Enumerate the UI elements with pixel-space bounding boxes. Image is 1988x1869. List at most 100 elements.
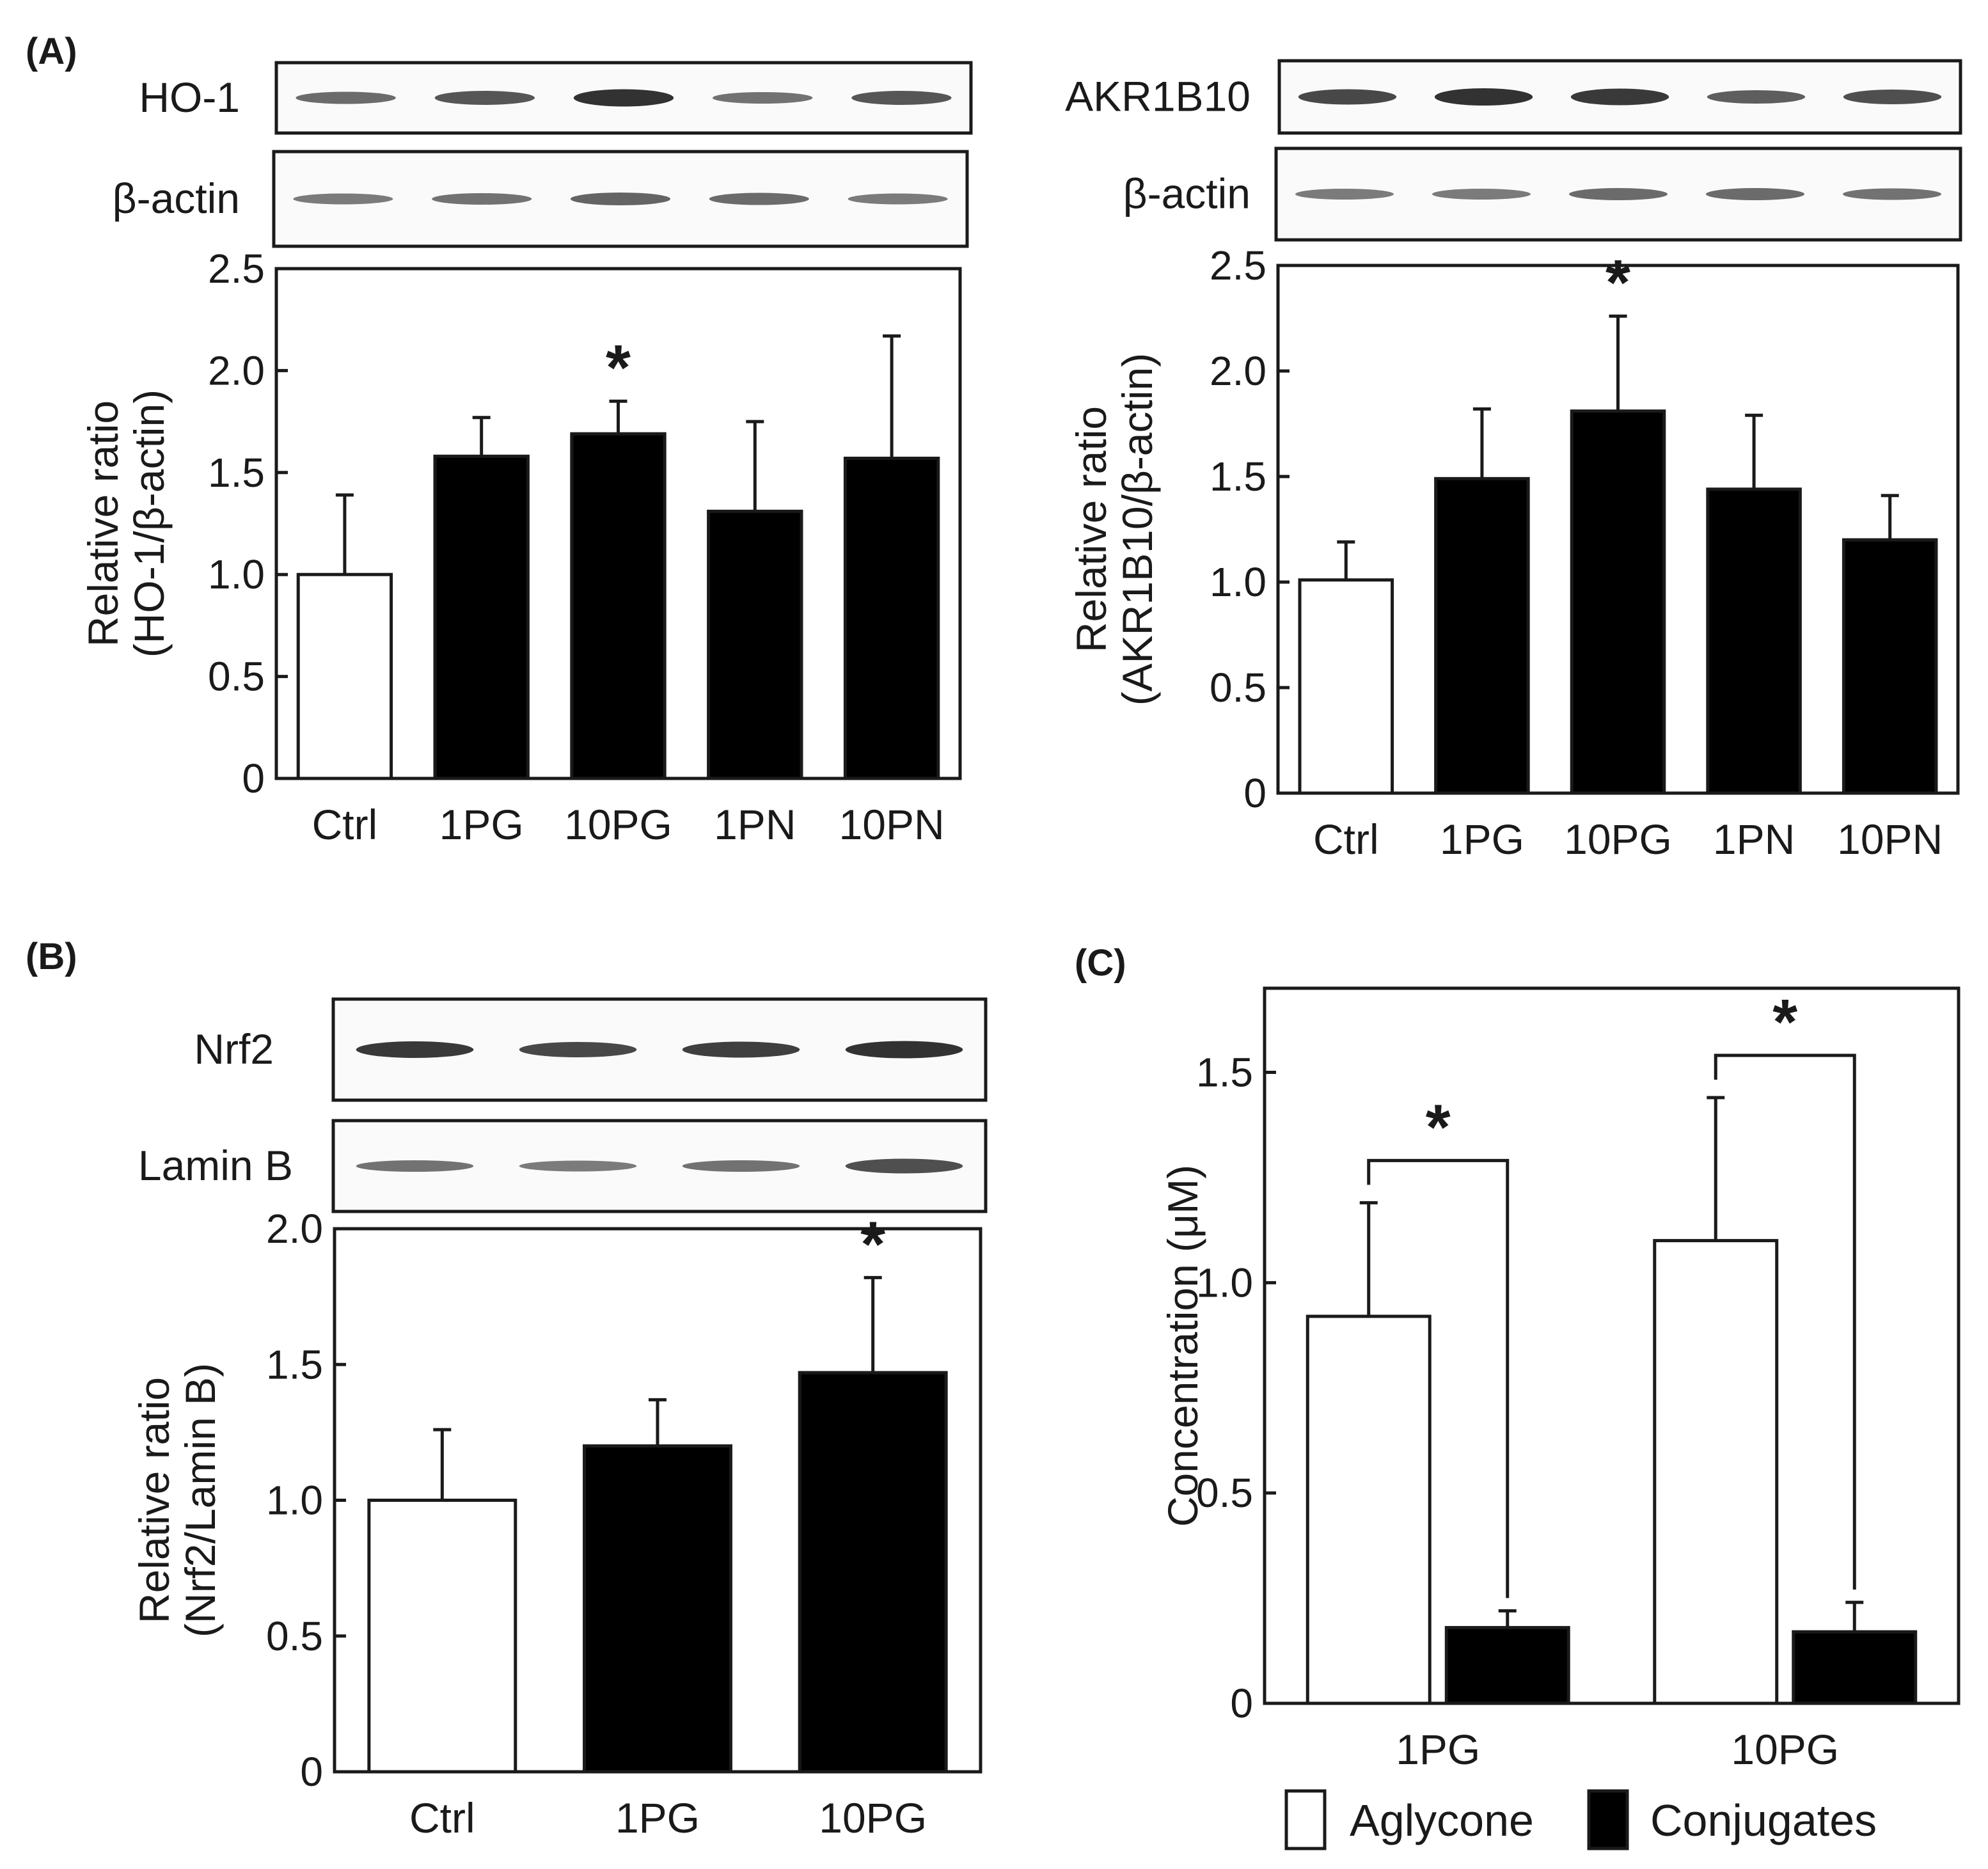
blot-label: Lamin B <box>138 1142 293 1189</box>
y-tick-label: 0.5 <box>1210 665 1266 711</box>
y-tick-label: 2.5 <box>208 246 265 292</box>
blot-label: AKR1B10 <box>1065 73 1250 120</box>
blot-band <box>1298 89 1397 105</box>
blot-band <box>682 1160 800 1172</box>
bar-ctrl <box>1298 578 1394 795</box>
blot-band <box>1570 88 1669 106</box>
bar-conjugates-10pg <box>1792 1630 1918 1705</box>
legend-item-aglycone: Aglycone <box>1284 1789 1534 1850</box>
x-category-label: 10PN <box>1837 816 1943 863</box>
plot-frame <box>1263 986 1960 1705</box>
y-tick-label: 0 <box>1243 770 1266 816</box>
chart-a-right: 0 0.5 1.0 1.5 2.0 2.5 Relative ratio(AKR1B10/β… <box>1068 242 1960 863</box>
bar-10pn <box>843 456 940 780</box>
blot-band <box>519 1160 637 1172</box>
y-tick-label: 1.5 <box>1196 1050 1253 1096</box>
blot-band <box>851 91 952 105</box>
bar-ctrl <box>367 1499 517 1774</box>
bar-1pg <box>583 1444 732 1774</box>
western-blots: HO-1 β-actin AKR1B10 β-actin Nrf2 Lamin B <box>113 59 1962 1213</box>
y-tick-label: 2.0 <box>1210 348 1266 394</box>
x-category-label: 1PG <box>1440 816 1524 863</box>
chart-b: 0 0.5 1.0 1.5 2.0 Relative ratio(Nrf2/Lamin B… <box>130 1206 982 1841</box>
blot-lamin-b: Lamin B <box>138 1119 988 1213</box>
blot-ho-1: HO-1 <box>139 61 973 135</box>
blot-band <box>573 89 674 107</box>
blot-band <box>848 193 948 205</box>
x-category-label: 10PG <box>819 1794 927 1841</box>
blot--actin: β-actin <box>113 150 969 248</box>
y-tick-label: 2.5 <box>1210 242 1266 288</box>
blot-band <box>356 1041 474 1058</box>
bar-1pn <box>1706 487 1802 795</box>
significance-star: * <box>1426 1091 1451 1163</box>
bar-ctrl <box>296 572 393 780</box>
blot-band <box>432 193 532 205</box>
y-tick-label: 1.5 <box>1210 453 1266 500</box>
y-tick-label: 1.0 <box>266 1478 323 1524</box>
panel-label-a: (A) <box>26 31 77 72</box>
blot-band <box>356 1160 474 1172</box>
blot-band <box>519 1042 637 1057</box>
y-axis-title-line: (AKR1B10/β-actin) <box>1114 353 1161 706</box>
panel-label-b: (B) <box>26 936 77 977</box>
blot-band <box>1434 88 1533 106</box>
y-tick-label: 0.5 <box>208 654 265 700</box>
legend-swatch <box>1587 1789 1629 1850</box>
blot-label: HO-1 <box>139 74 240 121</box>
y-tick-label: 0 <box>1230 1680 1253 1726</box>
x-category-label: 1PG <box>439 801 524 848</box>
blot-band <box>1705 188 1805 200</box>
bar-10pn <box>1842 538 1938 795</box>
bar-10pg <box>798 1371 948 1774</box>
blot-band <box>1295 189 1394 200</box>
blot-band <box>1843 90 1942 104</box>
bar-10pg <box>570 432 667 780</box>
bar-1pg <box>433 454 530 780</box>
y-tick-label: 2.0 <box>208 347 265 393</box>
x-category-label: 1PG <box>1396 1726 1480 1773</box>
bar-conjugates-1pg <box>1444 1626 1570 1705</box>
blot-band <box>293 193 393 205</box>
bar-aglycone-1pg <box>1306 1314 1432 1705</box>
blot-band <box>1568 188 1668 200</box>
blot-band <box>682 1041 800 1058</box>
y-axis-title: Relative ratio(AKR1B10/β-actin) <box>1068 353 1161 706</box>
y-tick-label: 1.5 <box>208 450 265 496</box>
significance-star: * <box>1605 247 1630 319</box>
y-axis-title-line: (HO-1/β-actin) <box>125 390 173 658</box>
y-tick-label: 1.0 <box>208 551 265 597</box>
legend-label: Aglycone <box>1350 1795 1534 1845</box>
blot-band <box>845 1041 963 1059</box>
legend-swatch <box>1284 1789 1327 1850</box>
bar-1pn <box>707 509 803 780</box>
x-category-label: 1PN <box>1713 816 1795 863</box>
x-category-label: Ctrl <box>1313 816 1379 863</box>
legend-label: Conjugates <box>1650 1795 1877 1845</box>
blot-band <box>434 91 535 105</box>
significance-star: * <box>606 332 631 404</box>
blot-band <box>845 1158 963 1174</box>
y-axis-title-line: Concentration (μM) <box>1159 1165 1206 1527</box>
chart-a-left: 0 0.5 1.0 1.5 2.0 2.5 Relative ratio(HO-1/β-ac… <box>79 246 962 848</box>
y-tick-label: 0.5 <box>266 1613 323 1659</box>
y-axis-title-line: Relative ratio <box>79 400 127 647</box>
significance-bracket <box>1714 1053 1856 1590</box>
significance-star: * <box>860 1208 885 1280</box>
blot-band <box>1842 188 1942 200</box>
x-category-label: 10PN <box>839 801 945 848</box>
y-axis-title-line: (Nrf2/Lamin B) <box>177 1363 224 1637</box>
blot-band <box>713 92 813 104</box>
legend-item-conjugates: Conjugates <box>1587 1789 1877 1850</box>
x-category-label: 1PG <box>615 1794 700 1841</box>
x-category-label: 10PG <box>1731 1726 1839 1773</box>
x-category-label: 10PG <box>1564 816 1672 863</box>
y-axis-title: Relative ratio(HO-1/β-actin) <box>79 390 173 658</box>
bar-1pg <box>1434 477 1530 795</box>
bar-aglycone-10pg <box>1653 1239 1779 1705</box>
blot-label: Nrf2 <box>194 1025 274 1073</box>
bar-charts: 0 0.5 1.0 1.5 2.0 2.5 Relative ratio(HO-1/β-ac… <box>79 242 1960 1841</box>
significance-star: * <box>1772 986 1797 1058</box>
y-axis-title: Concentration (μM) <box>1159 1165 1206 1527</box>
significance-bracket <box>1367 1158 1510 1598</box>
